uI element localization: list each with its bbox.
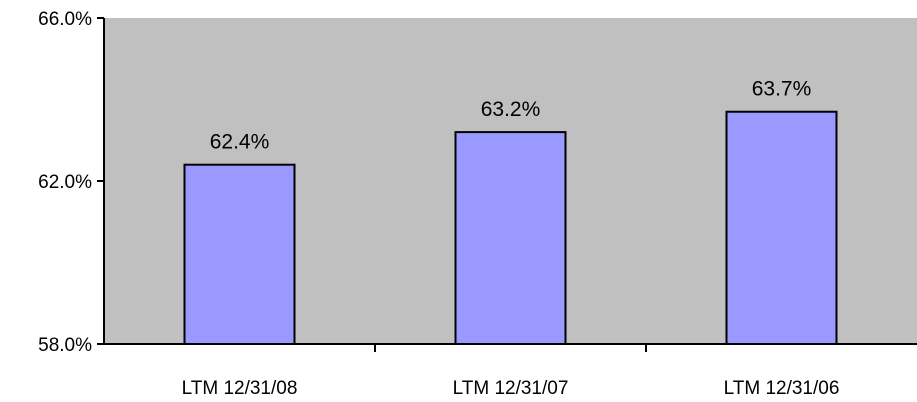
x-tick-label: LTM 12/31/07 xyxy=(453,378,569,399)
ticks-layer xyxy=(97,17,647,352)
bar xyxy=(183,163,296,345)
x-tick-label: LTM 12/31/06 xyxy=(724,378,840,399)
labels-layer: 58.0% 62.0% 66.0% 62.4% LTM 12/31/08 63.2% LTM… xyxy=(38,9,839,399)
bars-layer xyxy=(183,110,838,345)
y-tick-label: 66.0% xyxy=(38,9,92,30)
bar xyxy=(725,110,838,345)
y-tick-label: 58.0% xyxy=(38,335,92,356)
bar xyxy=(454,131,567,345)
x-tick-label: LTM 12/31/08 xyxy=(182,378,298,399)
bar-value-label: 62.4% xyxy=(210,131,270,154)
y-tick-label: 62.0% xyxy=(38,172,92,193)
bar-value-label: 63.2% xyxy=(481,98,541,121)
bar-value-label: 63.7% xyxy=(752,78,812,101)
